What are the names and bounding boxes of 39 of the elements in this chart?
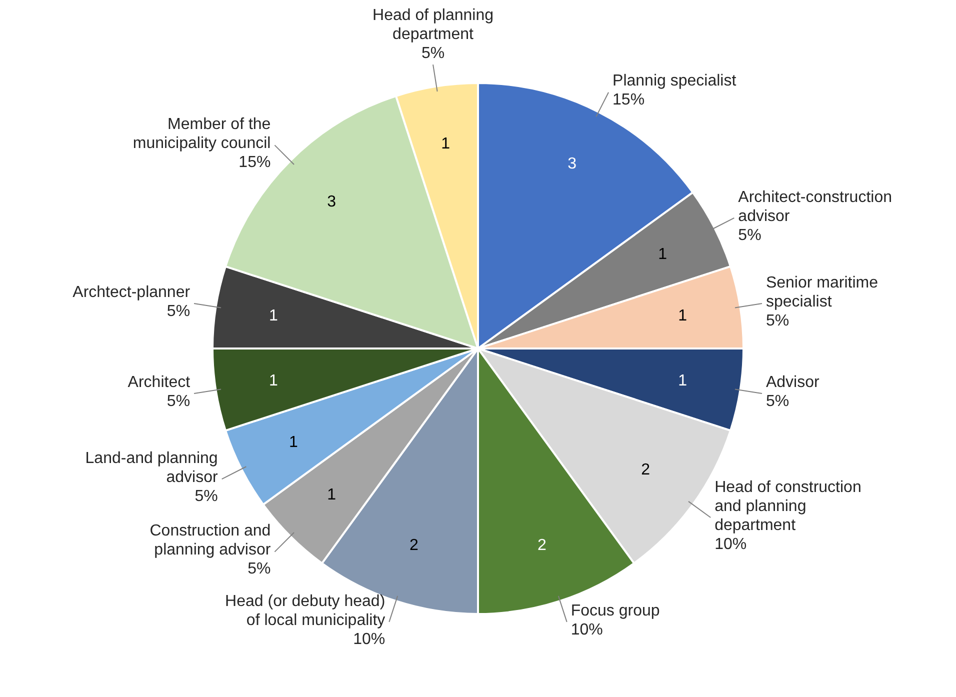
data-label: 10% [353, 630, 386, 648]
text: 1 [289, 434, 298, 451]
data-label: 5% [166, 392, 190, 410]
slice-label: Head (or debuty head) of local municipality [225, 592, 386, 629]
data-label: 5% [421, 44, 445, 62]
text: 2 [641, 462, 650, 479]
text: 1 [658, 246, 668, 263]
text: 3 [327, 193, 336, 210]
text: 2 [538, 536, 547, 554]
text: 1 [678, 308, 688, 325]
data-label: 5% [248, 560, 271, 578]
slice-label: Advisor [766, 374, 820, 391]
data-label: 5% [738, 226, 762, 244]
text: 2 [410, 536, 419, 554]
slice-label: Architect [128, 374, 191, 391]
text: 1 [678, 372, 688, 390]
slice-label: Head of planning department [372, 6, 494, 43]
text: 1 [441, 135, 450, 152]
slice-label: Head of construction and planning department [714, 478, 862, 534]
slice-label: Architect-construction advisor [738, 188, 892, 225]
data-label: 15% [238, 154, 271, 172]
slice-label: Archtect-planner [72, 284, 191, 301]
slice-label: Construction and planning advisor [150, 522, 272, 559]
slice-label: Focus group [570, 602, 660, 620]
slice-label: Senior maritime specialist [766, 274, 878, 310]
slice-label: Plannig specialist [612, 72, 737, 90]
text: 1 [327, 486, 336, 504]
text: 1 [269, 308, 278, 325]
text: 3 [568, 155, 577, 172]
data-label: 5% [194, 488, 218, 505]
slice-label: Member of the municipality council [132, 116, 271, 152]
data-label: 5% [166, 302, 190, 320]
data-label: 5% [766, 312, 790, 330]
text: 1 [269, 372, 278, 390]
data-label: 10% [570, 621, 603, 638]
data-label: 10% [714, 536, 747, 553]
data-label: 15% [612, 92, 645, 109]
slice-label: Land-and planning advisor [85, 450, 219, 486]
data-label: 5% [766, 392, 790, 410]
